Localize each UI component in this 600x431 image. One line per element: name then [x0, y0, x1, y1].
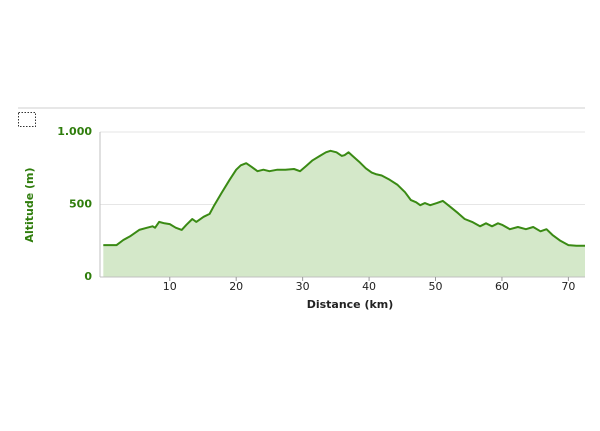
zoom-icon[interactable]	[18, 112, 36, 127]
x-tick-label: 10	[163, 280, 177, 293]
x-axis-label: Distance (km)	[307, 298, 394, 311]
y-tick-label: 0	[84, 270, 92, 283]
y-tick-label: 500	[69, 198, 92, 211]
x-tick-label: 70	[561, 280, 575, 293]
elevation-line	[103, 149, 585, 247]
area-fill	[103, 150, 586, 277]
x-tick-label: 30	[296, 280, 310, 293]
x-tick-label: 20	[229, 280, 243, 293]
x-tick-label: 60	[495, 280, 509, 293]
x-tick-label: 40	[362, 280, 376, 293]
y-tick-label: 1.000	[57, 125, 92, 138]
y-axis-label: Altitude (m)	[23, 167, 36, 242]
x-tick-label: 50	[429, 280, 443, 293]
